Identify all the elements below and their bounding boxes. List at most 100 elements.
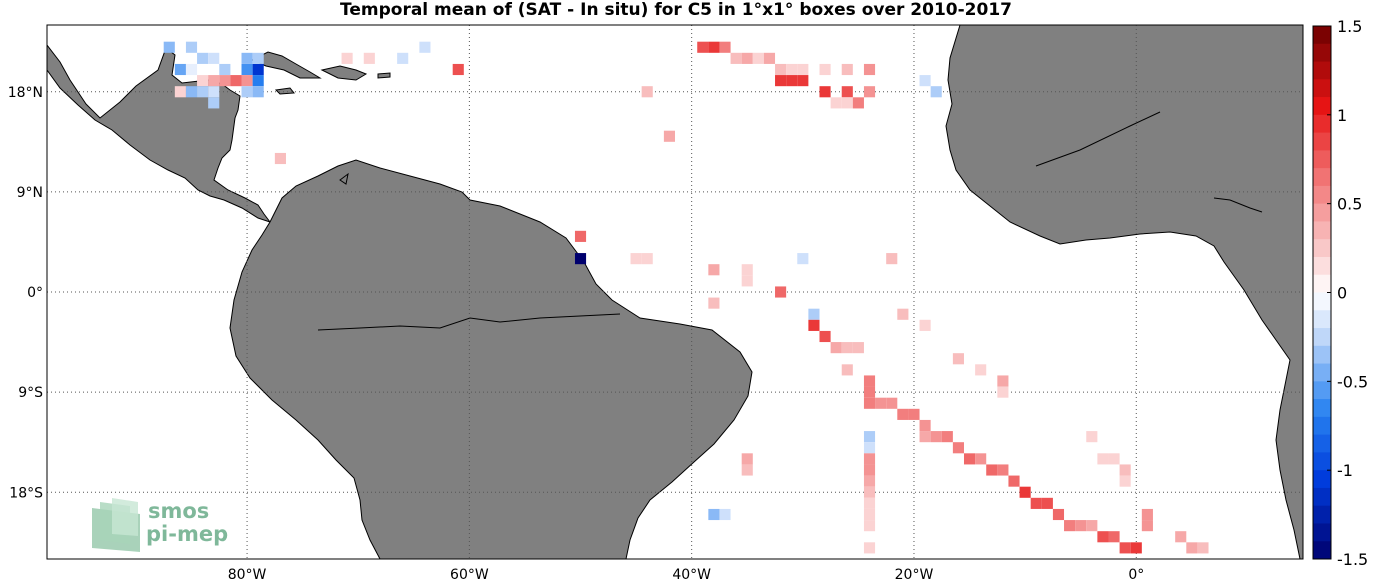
data-cell [252,52,264,64]
data-cell [975,453,987,465]
data-cell [708,508,720,521]
data-cell [830,342,842,354]
colorbar-segment [1313,487,1331,507]
data-cell [841,97,853,109]
colorbar-tick-label: 0.5 [1337,195,1362,214]
data-cell [185,41,198,53]
data-cell [1097,453,1109,465]
data-cell [197,52,209,64]
data-cell [841,342,853,354]
data-cells [163,41,1209,554]
data-cell [208,86,220,98]
data-cell [197,86,209,98]
data-cell [708,264,720,276]
data-cell [1119,542,1131,554]
data-cell [719,41,731,53]
data-cell [863,497,876,509]
amazon-river [317,313,621,331]
data-cell [1097,531,1109,543]
data-cell [863,86,876,98]
data-cell [230,75,242,87]
colorbar-segment [1313,256,1331,276]
data-cell [1086,431,1098,443]
data-cell [997,464,1009,476]
data-cell [863,453,876,465]
data-cell [252,75,264,87]
data-cell [775,63,787,76]
data-cell [819,63,831,76]
data-cell [452,63,464,76]
data-cell [1030,497,1042,509]
data-cell [1075,520,1087,532]
data-cell [919,75,931,87]
colorbar-segment [1313,239,1331,258]
data-cell [1041,497,1053,509]
africa-border [1213,197,1263,213]
colorbar-segment [1313,168,1331,187]
y-tick-label: 0° [27,285,43,301]
data-cell [975,364,987,376]
data-cell [741,464,753,476]
data-cell [708,41,720,53]
data-cell [863,386,876,398]
data-cell [1008,475,1020,487]
data-cell [797,63,809,76]
logo-text-smos: smos [148,499,209,523]
colorbar-segment [1313,470,1331,489]
data-cell [863,508,876,521]
data-cell [1119,475,1131,487]
data-cell [919,419,931,432]
data-cell [963,453,976,465]
data-cell [863,63,876,76]
data-cell [197,75,209,87]
colorbar-tick-label: 1 [1337,106,1347,125]
data-cell [663,130,675,142]
colorbar-segment [1313,221,1331,240]
colorbar-segment [1313,132,1331,151]
data-cell [930,431,942,443]
x-tick-labels: 80°W 60°W 40°W 20°W 0° [228,567,1145,582]
colorbar-tick-labels: 1.5 1 0.5 0 -0.5 -1 -1.5 [1327,17,1368,569]
grid-lines [47,25,1303,559]
data-cell [341,52,353,64]
y-tick-label: 9°N [17,185,43,201]
data-cell [786,63,798,76]
colorbar-segment [1313,399,1331,418]
data-cell [1130,542,1142,554]
data-cell [863,397,876,409]
colorbar-tick-label: -0.5 [1337,372,1368,391]
land-puerto-rico [377,72,391,79]
data-cell [897,308,909,320]
data-cell [863,486,876,498]
data-cell [819,330,831,343]
data-cell [919,431,931,443]
x-tick-label: 0° [1128,567,1144,582]
data-cell [208,97,220,109]
colorbar-segment [1313,452,1331,471]
data-cell [863,475,876,487]
data-cell [630,253,642,265]
data-cell [819,86,831,98]
data-cell [185,86,198,98]
data-cell [1064,520,1076,532]
colorbar-segment [1313,43,1331,63]
map-area: smos pi-mep [47,25,1303,559]
data-cell [886,253,898,265]
colorbar-segment [1313,292,1331,311]
colorbar-segment [1313,434,1331,453]
colorbar-segment [1313,416,1331,436]
data-cell [808,319,820,331]
x-tick-label: 40°W [672,567,711,582]
data-cell [1052,508,1065,521]
data-cell [952,442,964,454]
data-cell [719,508,731,521]
data-cell [741,275,753,287]
colorbar-tick-label: -1 [1337,461,1353,480]
data-cell [363,52,375,64]
data-cell [897,408,909,420]
data-cell [241,75,253,87]
x-tick-label: 80°W [228,567,267,582]
colorbar-segment [1313,310,1331,329]
chart-title: Temporal mean of (SAT - In situ) for C5 … [340,0,1012,20]
